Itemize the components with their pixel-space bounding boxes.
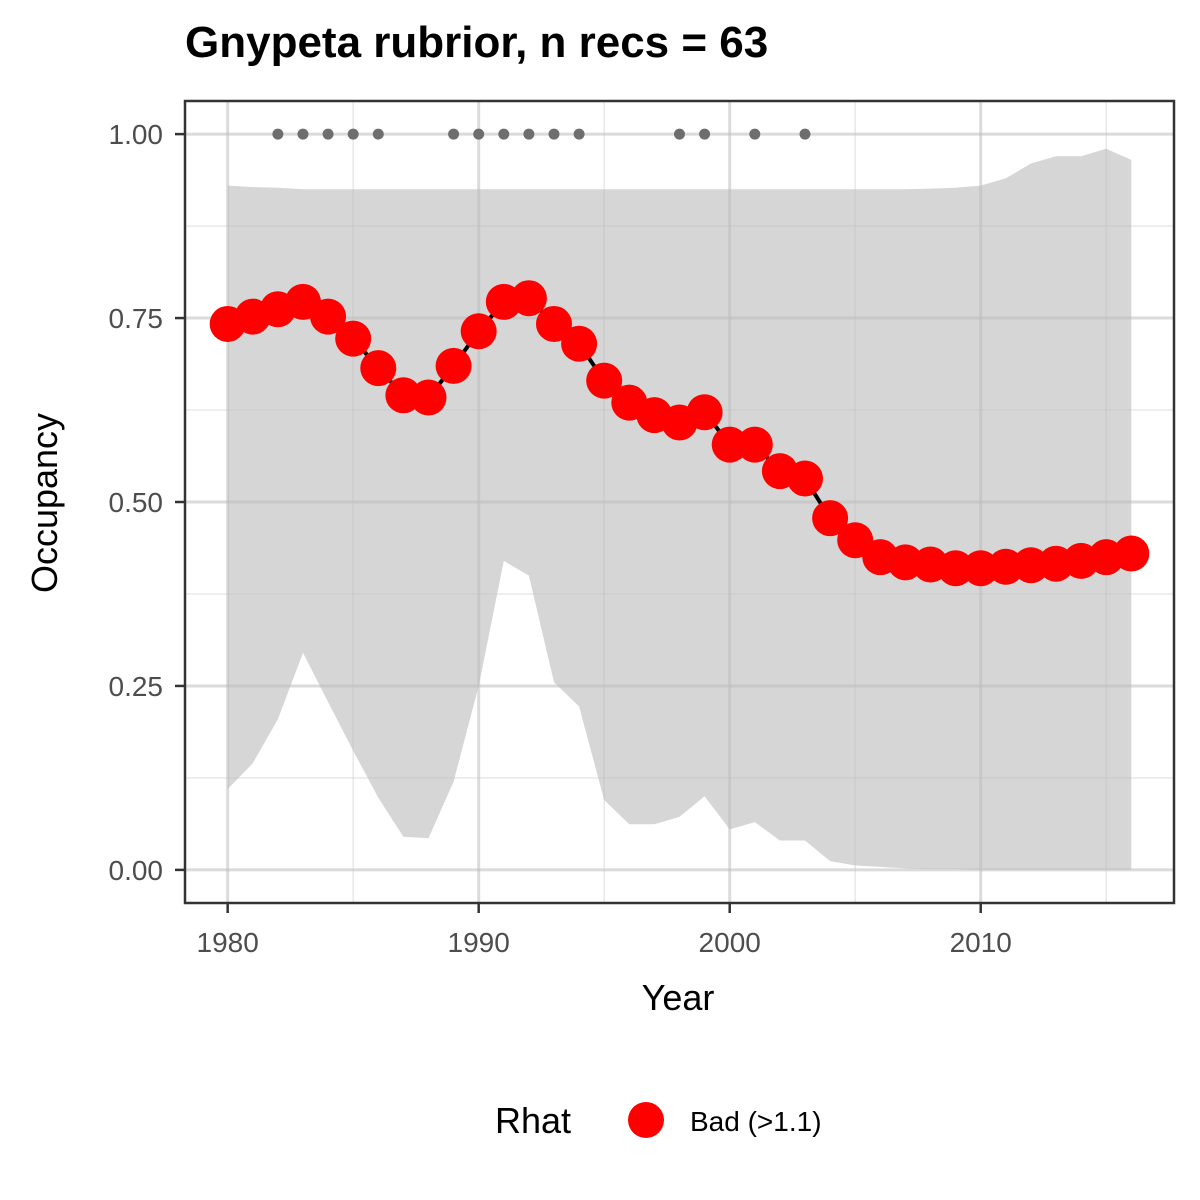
record-dots-layer (272, 128, 811, 140)
record-dot (548, 128, 560, 140)
occupancy-point (586, 362, 623, 399)
occupancy-point (787, 460, 824, 497)
record-dot (372, 128, 384, 140)
record-dot (674, 128, 685, 140)
occupancy-point (435, 347, 472, 384)
record-dot (297, 128, 309, 140)
occupancy-point (510, 280, 547, 317)
occupancy-point (460, 313, 497, 350)
legend-title: Rhat (495, 1100, 571, 1141)
record-dot (573, 128, 585, 140)
occupancy-points-layer (209, 280, 1150, 587)
x-tick-label: 1990 (448, 927, 510, 958)
axes-layer: 1980 1990 2000 2010 0.00 0.25 0.50 0.75 1.00 (109, 119, 1012, 958)
y-tick-label: 0.25 (109, 671, 164, 702)
chart-title: Gnypeta rubrior, n recs = 63 (185, 18, 769, 67)
y-tick-label: 0.75 (109, 303, 164, 334)
occupancy-point (937, 550, 974, 587)
record-dot (498, 128, 510, 140)
x-tick-label: 2000 (699, 927, 761, 958)
credible-interval-layer (227, 148, 1132, 870)
occupancy-point (335, 320, 372, 357)
occupancy-point (561, 325, 598, 362)
y-axis-title: Occupancy (24, 413, 65, 593)
y-tick-label: 0.50 (109, 487, 164, 518)
y-tick-label: 1.00 (109, 119, 164, 150)
record-dot (699, 128, 711, 140)
occupancy-point (310, 298, 347, 335)
y-tick-label: 0.00 (109, 855, 164, 886)
x-axis-title: Year (642, 977, 715, 1018)
record-dot (523, 128, 535, 140)
legend: Rhat Bad (>1.1) (495, 1100, 822, 1141)
legend-key-bad (628, 1102, 664, 1138)
record-dot (473, 128, 485, 140)
record-dot (799, 128, 811, 140)
x-tick-label: 2010 (950, 927, 1012, 958)
legend-label-bad: Bad (>1.1) (690, 1106, 822, 1137)
occupancy-point (736, 426, 773, 463)
occupancy-point (711, 426, 748, 463)
record-dot (322, 128, 334, 140)
occupancy-point (1113, 535, 1150, 572)
occupancy-point (812, 500, 849, 537)
x-tick-label: 1980 (197, 927, 259, 958)
record-dot (347, 128, 359, 140)
occupancy-point (535, 305, 572, 342)
record-dot (749, 128, 761, 140)
record-dot (272, 128, 284, 140)
occupancy-point (360, 350, 397, 387)
occupancy-point (410, 379, 447, 416)
record-dot (448, 128, 460, 140)
occupancy-point (686, 394, 723, 431)
credible-interval-ribbon (227, 148, 1132, 870)
